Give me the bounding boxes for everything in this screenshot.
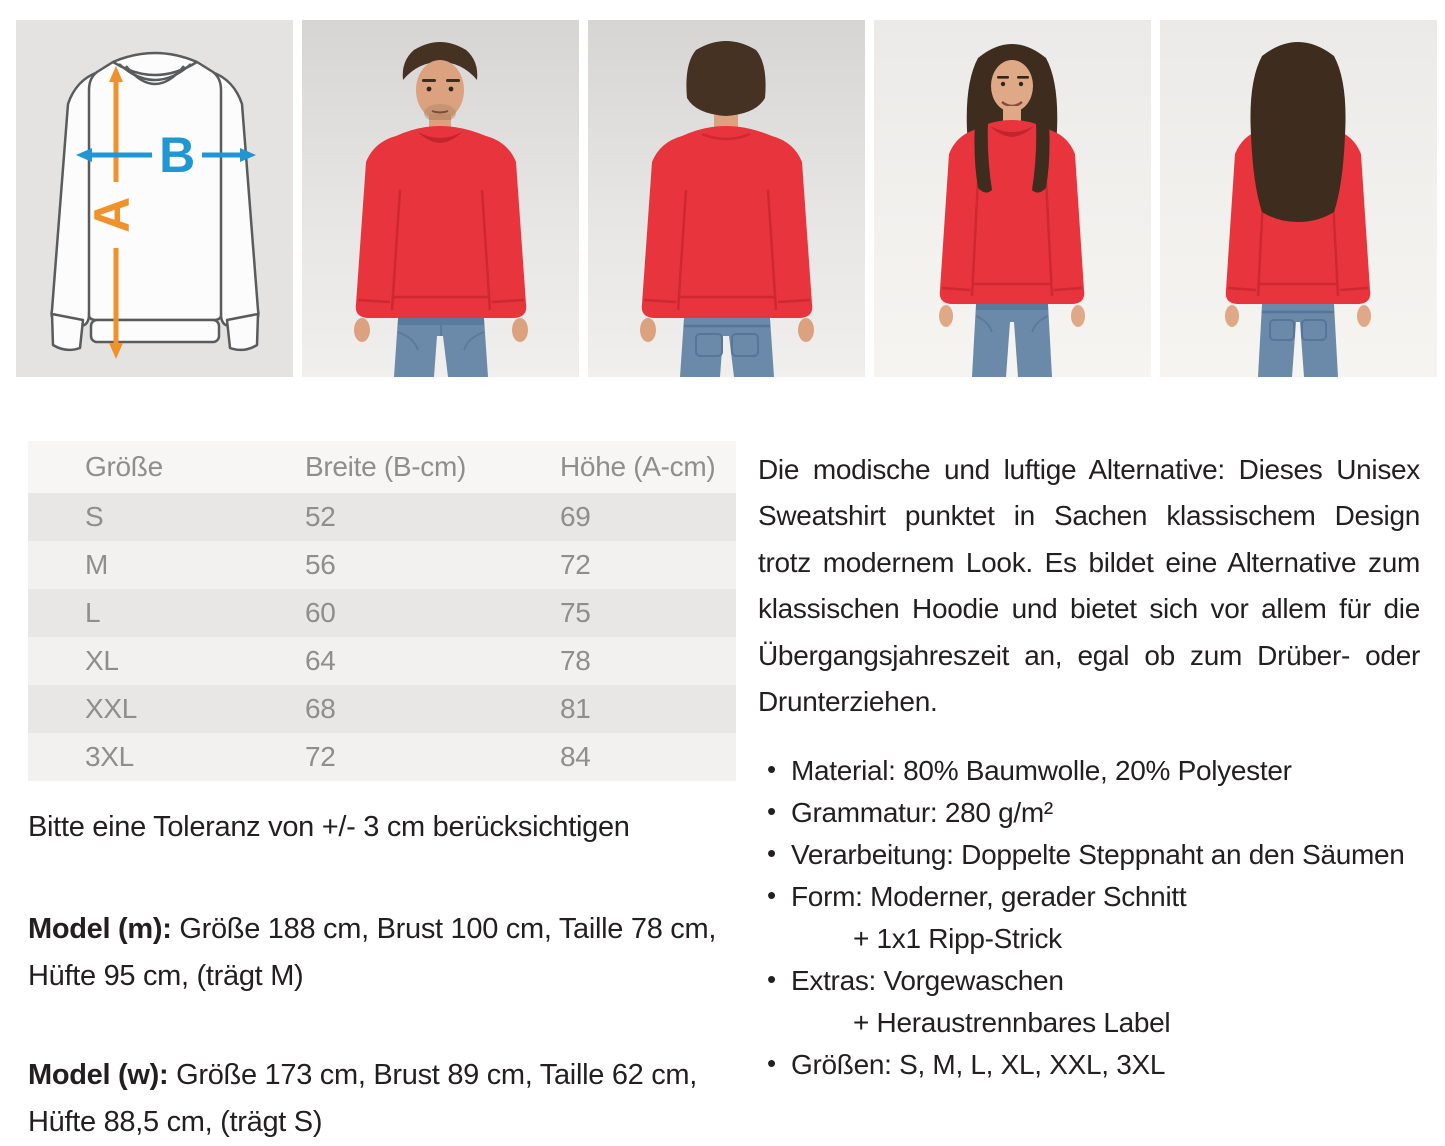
photo-female-front [874, 20, 1151, 377]
model-info-female: Model (w): Größe 173 cm, Brust 89 cm, Ta… [28, 1052, 718, 1146]
feature-text: Verarbeitung: Doppelte Steppnaht an den … [791, 838, 1405, 870]
measure-label-b: B [159, 127, 195, 183]
female-front-illustration [939, 44, 1085, 377]
table-row: XL 64 78 [28, 637, 736, 685]
table-row: L 60 75 [28, 589, 736, 637]
size-info-column: Größe Breite (B-cm) Höhe (A-cm) S 52 69 … [28, 441, 736, 1146]
feature-item-form: Form: Moderner, gerader Schnitt + 1x1 Ri… [758, 876, 1420, 960]
table-cell: S [28, 493, 248, 541]
male-front-illustration [354, 42, 528, 377]
feature-subline: + Heraustrennbares Label [853, 1006, 1171, 1038]
model-female-label: Model (w): [28, 1058, 169, 1091]
description-column: Die modische und luftige Alternative: Di… [758, 441, 1420, 1146]
table-cell: 84 [503, 733, 736, 781]
feature-item-extras: Extras: Vorgewaschen + Heraustrennbares … [758, 960, 1420, 1044]
table-cell: M [28, 541, 248, 589]
tolerance-note: Bitte eine Toleranz von +/- 3 cm berücks… [28, 811, 630, 843]
product-image-strip: A B [16, 20, 1437, 377]
details-section: Größe Breite (B-cm) Höhe (A-cm) S 52 69 … [28, 441, 1423, 1146]
model-info-male: Model (m): Größe 188 cm, Brust 100 cm, T… [28, 906, 718, 1000]
feature-text: Extras: Vorgewaschen [791, 964, 1064, 996]
column-header-height: Höhe (A-cm) [503, 441, 736, 493]
table-row: M 56 72 [28, 541, 736, 589]
feature-item-material: Material: 80% Baumwolle, 20% Polyester [758, 750, 1420, 792]
photo-male-back [588, 20, 865, 377]
table-cell: 60 [248, 589, 503, 637]
table-cell: 78 [503, 637, 736, 685]
feature-text: Form: Moderner, gerader Schnitt [791, 880, 1187, 912]
feature-text: Material: 80% Baumwolle, 20% Polyester [791, 754, 1292, 786]
feature-text: Größen: S, M, L, XL, XXL, 3XL [791, 1048, 1166, 1080]
photo-male-front [302, 20, 579, 377]
table-row: 3XL 72 84 [28, 733, 736, 781]
table-cell: 64 [248, 637, 503, 685]
table-cell: 72 [503, 541, 736, 589]
measure-label-a: A [84, 197, 140, 233]
table-row: S 52 69 [28, 493, 736, 541]
column-header-width: Breite (B-cm) [248, 441, 503, 493]
table-cell: 52 [248, 493, 503, 541]
photo-female-back [1160, 20, 1437, 377]
male-back-illustration [640, 41, 814, 377]
feature-subline: + 1x1 Ripp-Strick [853, 922, 1062, 954]
feature-item-grammatur: Grammatur: 280 g/m² [758, 792, 1420, 834]
table-cell: 81 [503, 685, 736, 733]
table-cell: 75 [503, 589, 736, 637]
column-header-size: Größe [28, 441, 248, 493]
feature-list: Material: 80% Baumwolle, 20% Polyester G… [758, 750, 1420, 1086]
feature-text: Grammatur: 280 g/m² [791, 796, 1053, 828]
table-cell: 72 [248, 733, 503, 781]
model-male-label: Model (m): [28, 913, 172, 945]
table-cell: XXL [28, 685, 248, 733]
feature-item-sizes: Größen: S, M, L, XL, XXL, 3XL [758, 1044, 1420, 1086]
table-cell: 69 [503, 493, 736, 541]
size-table: Größe Breite (B-cm) Höhe (A-cm) S 52 69 … [28, 441, 736, 781]
table-cell: 56 [248, 541, 503, 589]
table-cell: 68 [248, 685, 503, 733]
table-cell: 3XL [28, 733, 248, 781]
table-cell: L [28, 589, 248, 637]
feature-item-verarbeitung: Verarbeitung: Doppelte Steppnaht an den … [758, 834, 1420, 876]
sweatshirt-measurement-diagram: A B [50, 51, 260, 359]
table-row: XXL 68 81 [28, 685, 736, 733]
table-cell: XL [28, 637, 248, 685]
model-male-measurements: Größe 188 cm, Brust 100 cm, Taille 78 cm… [28, 913, 717, 992]
product-description: Die modische und luftige Alternative: Di… [758, 454, 1420, 718]
size-diagram-panel: A B [16, 20, 293, 377]
female-back-illustration [1225, 42, 1371, 377]
table-header-row: Größe Breite (B-cm) Höhe (A-cm) [28, 441, 736, 493]
model-female-measurements: Größe 173 cm, Brust 89 cm, Taille 62 cm,… [28, 1058, 698, 1138]
